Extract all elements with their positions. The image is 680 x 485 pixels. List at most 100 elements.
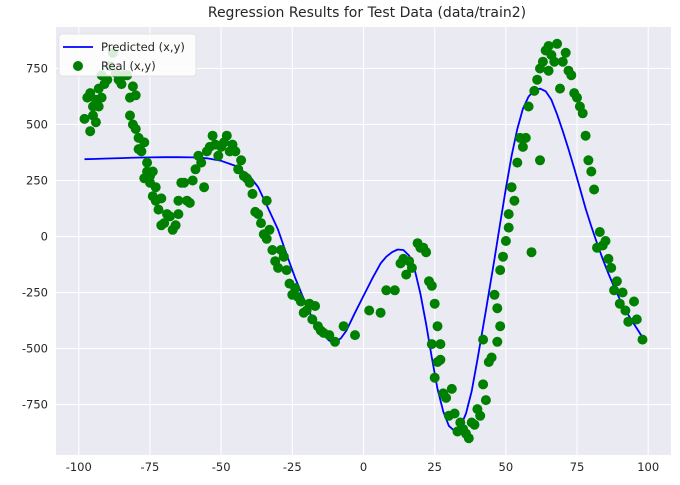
real-point [537,56,548,67]
real-point [153,204,164,215]
real-point [139,137,150,148]
real-point [583,155,594,166]
real-point [543,41,554,51]
real-point [389,285,400,296]
real-point [233,164,244,175]
real-point [173,209,184,220]
real-point [478,334,489,345]
real-point [623,316,634,327]
real-point [230,146,241,157]
x-tick-label: -75 [141,460,160,474]
real-point [350,330,360,341]
real-point [79,113,90,124]
real-point [170,220,181,231]
real-point [429,372,440,383]
real-point [290,283,301,294]
real-point [617,287,628,298]
real-point [560,47,571,58]
real-point [498,251,508,262]
y-tick-label: 250 [26,173,48,187]
real-point [207,130,218,141]
real-point [489,289,500,300]
real-point [324,330,335,341]
real-point [130,90,141,101]
y-tick-label: 0 [41,230,48,244]
real-point [190,164,201,175]
real-point [247,188,258,199]
y-tick-label: -500 [22,342,48,356]
real-point [637,334,648,345]
real-point [406,262,417,273]
real-point [600,236,611,246]
real-point [506,182,517,193]
real-point [495,321,506,332]
real-point [85,88,96,99]
real-point [93,101,104,112]
x-tick-label: -100 [66,460,92,474]
legend-label-real: Real (x,y) [101,59,156,73]
real-point [159,218,170,229]
real-point [136,146,147,157]
real-point [244,177,255,188]
real-point [535,155,545,166]
real-point [614,298,625,309]
real-point [364,305,375,316]
real-point [589,184,600,195]
real-point [179,177,190,188]
real-point [555,83,565,94]
real-point [96,92,107,103]
real-point [261,233,272,244]
real-point [432,321,443,332]
real-point [267,245,278,255]
real-point [130,124,141,134]
real-point [426,280,437,291]
real-point [221,130,232,141]
x-tick-label: -50 [212,460,231,474]
y-tick-label: -750 [22,398,48,412]
real-point [594,227,605,237]
real-point [90,117,101,128]
real-point [620,305,631,316]
real-point [102,74,113,85]
real-point [503,222,514,233]
real-point [480,395,491,406]
real-point [552,38,563,49]
real-point [520,132,531,143]
series-layer [79,38,648,444]
x-tick-label: 0 [360,460,367,474]
x-tick-label: 75 [570,460,585,474]
real-point [281,265,292,276]
real-point [572,92,582,103]
real-point [196,157,207,168]
y-tick-label: 750 [26,61,48,75]
real-point [509,195,520,206]
real-point [603,253,614,264]
real-point [253,209,264,220]
real-point [426,339,437,350]
real-point [156,193,167,204]
y-tick-label: -250 [22,286,48,300]
real-point [606,262,617,273]
real-point [441,392,452,403]
real-point [580,130,591,141]
real-point [310,301,321,311]
real-point [401,269,412,280]
real-point [184,197,195,208]
real-point [199,182,210,193]
real-point [463,433,474,444]
real-point [532,74,543,85]
real-point [173,195,184,206]
x-axis-ticks: -100 -75 -50 -25 0 25 50 75 100 [66,460,659,474]
real-point [125,110,135,121]
x-tick-label: -25 [283,460,302,474]
real-point [435,339,446,350]
x-tick-label: 100 [637,460,659,474]
real-point [609,285,620,296]
real-point [577,108,588,119]
real-point [469,419,480,430]
real-point [85,126,96,137]
real-point [500,236,511,246]
real-point [421,247,432,258]
legend-point-swatch [73,61,83,71]
x-tick-label: 25 [427,460,442,474]
